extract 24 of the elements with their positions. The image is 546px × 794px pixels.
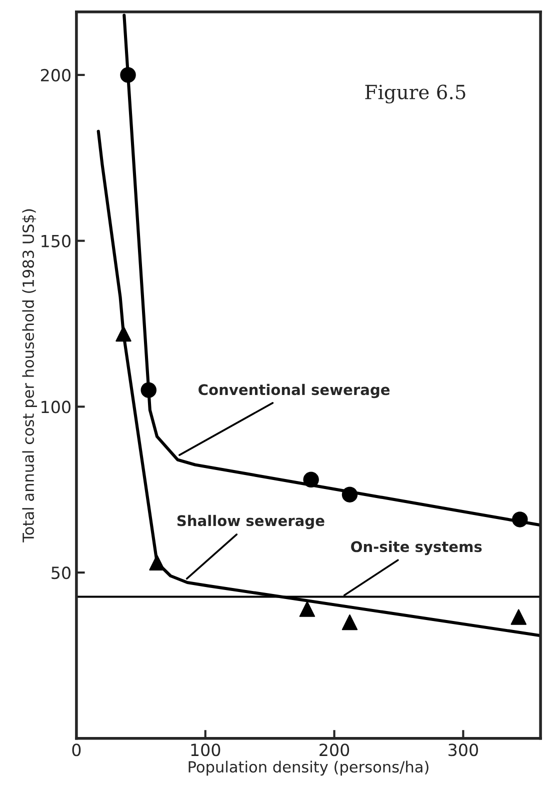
x-tick-label: 0: [72, 744, 81, 756]
point: [342, 614, 358, 630]
point: [510, 609, 526, 625]
point: [120, 67, 136, 83]
x-tick-label: 100: [191, 744, 220, 756]
point: [149, 554, 165, 570]
point: [140, 382, 156, 398]
point: [116, 326, 132, 342]
y-axis-title: Total annual cost per household (1983 US$): [22, 209, 37, 542]
y-tick-label: 100: [42, 400, 70, 414]
x-tick-label: 300: [448, 744, 478, 756]
point: [303, 472, 319, 488]
point: [342, 486, 358, 502]
y-tick-label: 200: [40, 68, 70, 82]
y-tick-label: 50: [52, 566, 70, 580]
y-tick-label: 150: [42, 234, 70, 248]
point: [299, 601, 316, 617]
x-axis-title: Population density (persons/ha): [188, 760, 428, 776]
text: Figure 6.5: [365, 84, 466, 104]
annotation: On-site systems: [351, 540, 482, 556]
x-tick-label: 200: [320, 744, 350, 756]
annotation: Conventional sewerage: [198, 384, 390, 398]
point: [512, 512, 528, 528]
annotation: Shallow sewerage: [177, 514, 324, 530]
